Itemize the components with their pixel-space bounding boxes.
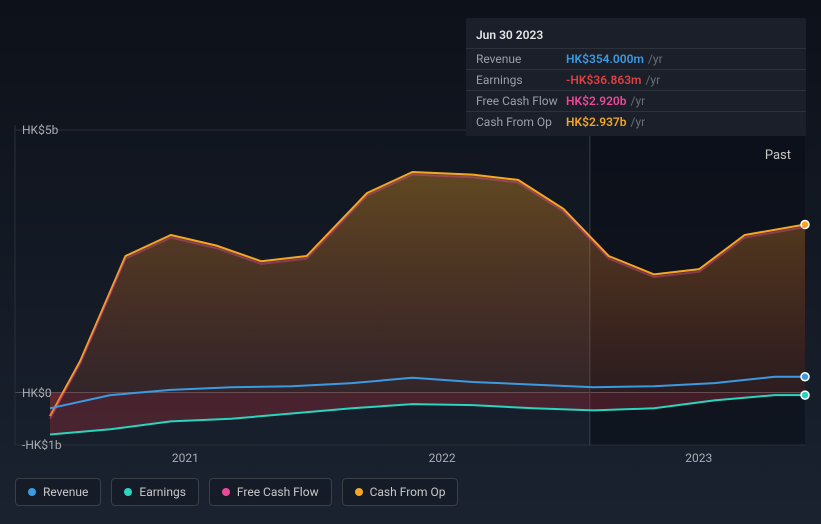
x-tick-2021: 2021 xyxy=(172,451,199,465)
tooltip-row-label: Cash From Op xyxy=(476,115,566,129)
tooltip-row-label: Earnings xyxy=(476,73,566,87)
y-tick-0: HK$0 xyxy=(22,386,52,400)
chart-tooltip: Jun 30 2023 RevenueHK$354.000m/yrEarning… xyxy=(466,18,806,136)
y-tick-5b: HK$5b xyxy=(22,123,58,137)
tooltip-row-unit: /yr xyxy=(645,73,660,87)
tooltip-date: Jun 30 2023 xyxy=(466,24,806,49)
legend-dot-icon xyxy=(355,488,363,496)
legend-dot-icon xyxy=(222,488,230,496)
past-label: Past xyxy=(765,148,791,163)
tooltip-row-unit: /yr xyxy=(648,52,663,66)
x-tick-2023: 2023 xyxy=(685,451,712,465)
tooltip-row-label: Revenue xyxy=(476,52,566,66)
legend-item-label: Free Cash Flow xyxy=(237,485,319,499)
tooltip-row: RevenueHK$354.000m/yr xyxy=(466,49,806,70)
x-tick-2022: 2022 xyxy=(429,451,456,465)
y-tick-neg1b: -HK$1b xyxy=(22,438,62,452)
tooltip-row-value: -HK$36.863m xyxy=(566,73,641,87)
chart-legend: Revenue Earnings Free Cash Flow Cash From O… xyxy=(15,478,458,506)
legend-item-label: Cash From Op xyxy=(370,485,446,499)
legend-item-free-cash-flow[interactable]: Free Cash Flow xyxy=(209,478,332,506)
tooltip-row-value: HK$2.920b xyxy=(566,94,627,108)
legend-item-label: Revenue xyxy=(43,485,88,499)
legend-dot-icon xyxy=(28,488,36,496)
tooltip-row-value: HK$354.000m xyxy=(566,52,644,66)
tooltip-row: Cash From OpHK$2.937b/yr xyxy=(466,112,806,132)
legend-item-cash-from-op[interactable]: Cash From Op xyxy=(342,478,459,506)
tooltip-row-unit: /yr xyxy=(631,94,646,108)
legend-item-earnings[interactable]: Earnings xyxy=(111,478,199,506)
tooltip-row-unit: /yr xyxy=(631,115,646,129)
legend-item-revenue[interactable]: Revenue xyxy=(15,478,101,506)
tooltip-row: Earnings-HK$36.863m/yr xyxy=(466,70,806,91)
tooltip-row: Free Cash FlowHK$2.920b/yr xyxy=(466,91,806,112)
tooltip-row-label: Free Cash Flow xyxy=(476,94,566,108)
legend-dot-icon xyxy=(124,488,132,496)
financials-chart: HK$5b HK$0 -HK$1b 2021 2022 2023 Past Ju… xyxy=(0,0,821,524)
tooltip-row-value: HK$2.937b xyxy=(566,115,627,129)
legend-item-label: Earnings xyxy=(139,485,186,499)
